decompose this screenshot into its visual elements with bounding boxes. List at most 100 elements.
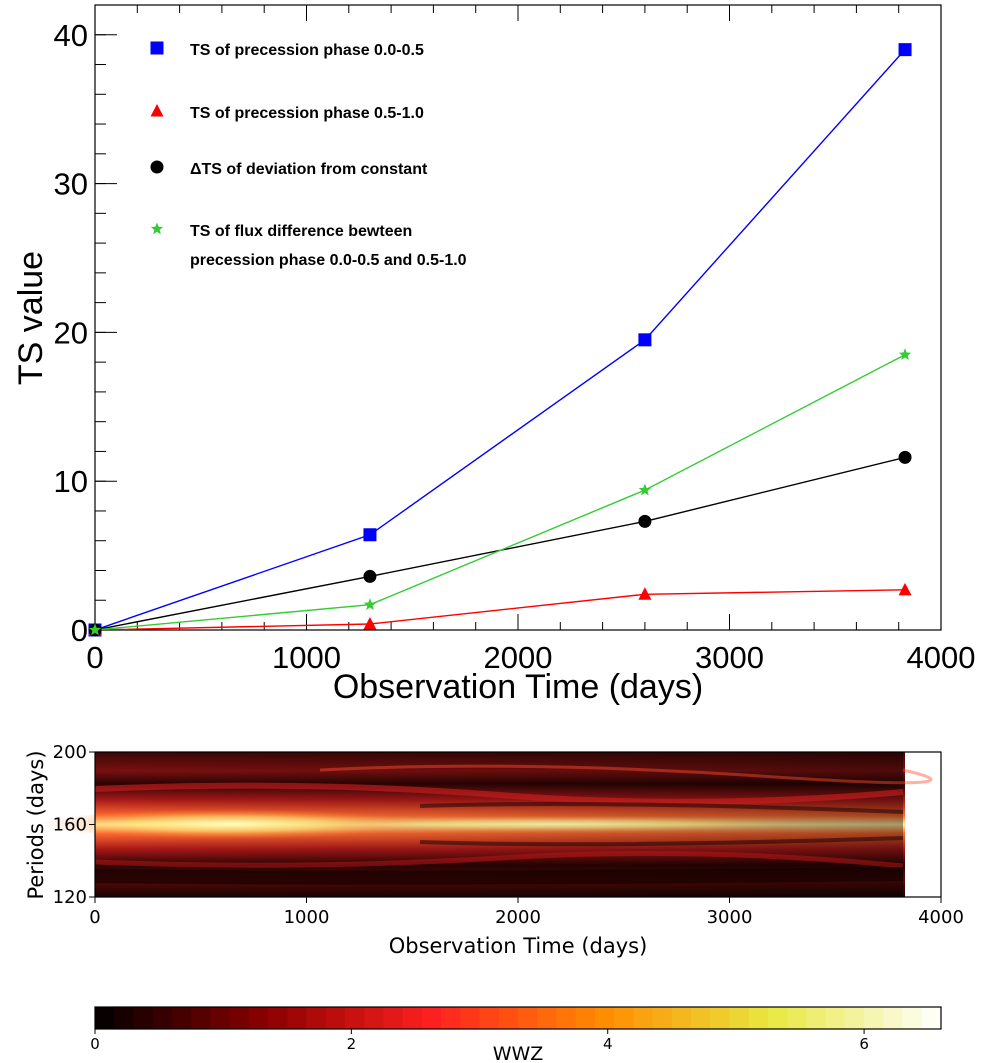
top-series-group	[95, 49, 906, 630]
top-x-tick-label: 1000	[272, 640, 341, 675]
heatmap-tick-labels: 0 1000 2000 3000 4000 120 160 200	[53, 742, 964, 928]
legend-label-2: ΔTS of deviation from constant	[190, 161, 428, 178]
colorbar-title: WWZ	[493, 1043, 544, 1063]
top-y-tick-label: 40	[54, 18, 88, 53]
legend-label-3: TS of flux difference bewteen	[190, 223, 412, 240]
top-y-tick-label: 20	[54, 315, 88, 350]
colorbar-cell	[498, 1007, 519, 1029]
colorbar-cell	[191, 1007, 211, 1029]
colorbar-frame	[94, 1006, 942, 1030]
heatmap-axis-ticks	[89, 751, 942, 903]
series-3-point	[638, 483, 652, 496]
colorbar-cell	[806, 1007, 827, 1029]
colorbar-cell	[633, 1007, 654, 1029]
colorbar-cell	[344, 1007, 365, 1029]
legend-marker-3	[150, 222, 164, 235]
series-1-point	[363, 617, 377, 630]
colorbar-cell	[460, 1007, 481, 1029]
colorbar-cell	[95, 1007, 115, 1029]
series-3-point	[898, 348, 912, 360]
series-line-3	[95, 354, 906, 630]
colorbar-cell	[864, 1007, 884, 1029]
series-3-point	[363, 598, 377, 610]
series-line-1	[95, 589, 906, 630]
colorbar-cell	[229, 1007, 250, 1029]
colorbar-tick-label: 0	[90, 1035, 100, 1053]
series-0-point	[898, 43, 912, 57]
top-y-axis-title: TS value	[12, 251, 50, 385]
colorbar-cell	[248, 1007, 269, 1029]
colorbar-cell	[575, 1007, 596, 1029]
colorbar-cell	[479, 1007, 500, 1029]
top-x-tick-label: 3000	[695, 640, 764, 675]
colorbar-tick-label: 4	[603, 1035, 613, 1053]
colorbar-cell	[383, 1007, 404, 1029]
colorbar-tick-label: 6	[859, 1035, 869, 1053]
series-1-point	[638, 587, 652, 600]
top-y-tick-label: 10	[54, 464, 88, 499]
series-2-point	[898, 450, 912, 464]
colorbar-cell	[518, 1007, 538, 1029]
top-x-tick-label: 4000	[907, 640, 976, 675]
colorbar-cell	[691, 1007, 711, 1029]
colorbar-cell	[883, 1007, 904, 1029]
top-x-tick-label: 2000	[484, 640, 553, 675]
colorbar-cell	[268, 1007, 288, 1029]
colorbar-cell	[902, 1007, 923, 1029]
colorbar-cell	[402, 1007, 423, 1029]
series-2-point	[638, 514, 652, 528]
heatmap-x-tick-label: 3000	[707, 907, 753, 928]
colorbar-cells	[95, 1007, 942, 1029]
colorbar-cell	[287, 1007, 308, 1029]
colorbar-cell	[729, 1007, 750, 1029]
colorbar-cell	[652, 1007, 673, 1029]
series-3-point	[88, 623, 102, 636]
colorbar-cell	[306, 1007, 327, 1029]
colorbar-cell	[825, 1007, 846, 1029]
heatmap-y-tick-label: 200	[53, 742, 87, 763]
heatmap-y-tick-label: 120	[53, 887, 87, 908]
heatmap-y-axis-title: Periods (days)	[24, 750, 48, 899]
colorbar-cell	[556, 1007, 577, 1029]
colorbar-cell	[921, 1007, 942, 1029]
colorbar-cell	[844, 1007, 865, 1029]
colorbar-cell	[710, 1007, 731, 1029]
colorbar: 0 2 4 6 WWZ	[90, 1006, 942, 1063]
heatmap-x-tick-label: 2000	[495, 907, 541, 928]
colorbar-cell	[364, 1007, 385, 1029]
colorbar-tick-label: 2	[347, 1035, 357, 1053]
top-axis-ticks	[94, 4, 942, 631]
colorbar-cell	[325, 1007, 346, 1029]
heatmap-x-tick-label: 1000	[284, 907, 330, 928]
top-y-tick-label: 0	[71, 613, 88, 648]
legend-label-1: TS of precession phase 0.5-1.0	[190, 105, 424, 122]
top-markers-group	[88, 43, 912, 637]
top-x-axis-title: Observation Time (days)	[333, 668, 703, 706]
colorbar-ticks: 0 2 4 6	[90, 1029, 869, 1053]
series-0-point	[363, 528, 377, 542]
colorbar-cell	[114, 1007, 135, 1029]
legend-label-0: TS of precession phase 0.0-0.5	[190, 42, 424, 59]
top-tick-labels: 0 1000 2000 3000 4000 0 10 20 30 40	[54, 18, 976, 675]
colorbar-cell	[748, 1007, 769, 1029]
heatmap-image	[40, 752, 933, 897]
colorbar-cell	[787, 1007, 808, 1029]
colorbar-cell	[152, 1007, 173, 1029]
colorbar-cell	[133, 1007, 154, 1029]
top-plot-frame	[94, 4, 942, 631]
colorbar-cell	[210, 1007, 231, 1029]
series-1-point	[898, 582, 912, 596]
legend-marker-0	[150, 41, 164, 55]
wwz-heatmap-chart: 0 1000 2000 3000 4000 120 160 200 Observation T…	[24, 742, 964, 958]
legend-marker-1	[150, 104, 164, 117]
heatmap-x-tick-label: 0	[89, 907, 100, 928]
heatmap-x-axis-title: Observation Time (days)	[389, 934, 648, 958]
top-y-tick-label: 30	[54, 167, 88, 202]
ts-line-chart: 0 1000 2000 3000 4000 0 10 20 30 40 TS of precess…	[12, 4, 976, 706]
colorbar-cell	[421, 1007, 442, 1029]
legend-marker-2	[150, 160, 164, 174]
heatmap-y-tick-label: 160	[53, 815, 87, 836]
colorbar-cell	[671, 1007, 692, 1029]
series-line-0	[95, 49, 906, 630]
